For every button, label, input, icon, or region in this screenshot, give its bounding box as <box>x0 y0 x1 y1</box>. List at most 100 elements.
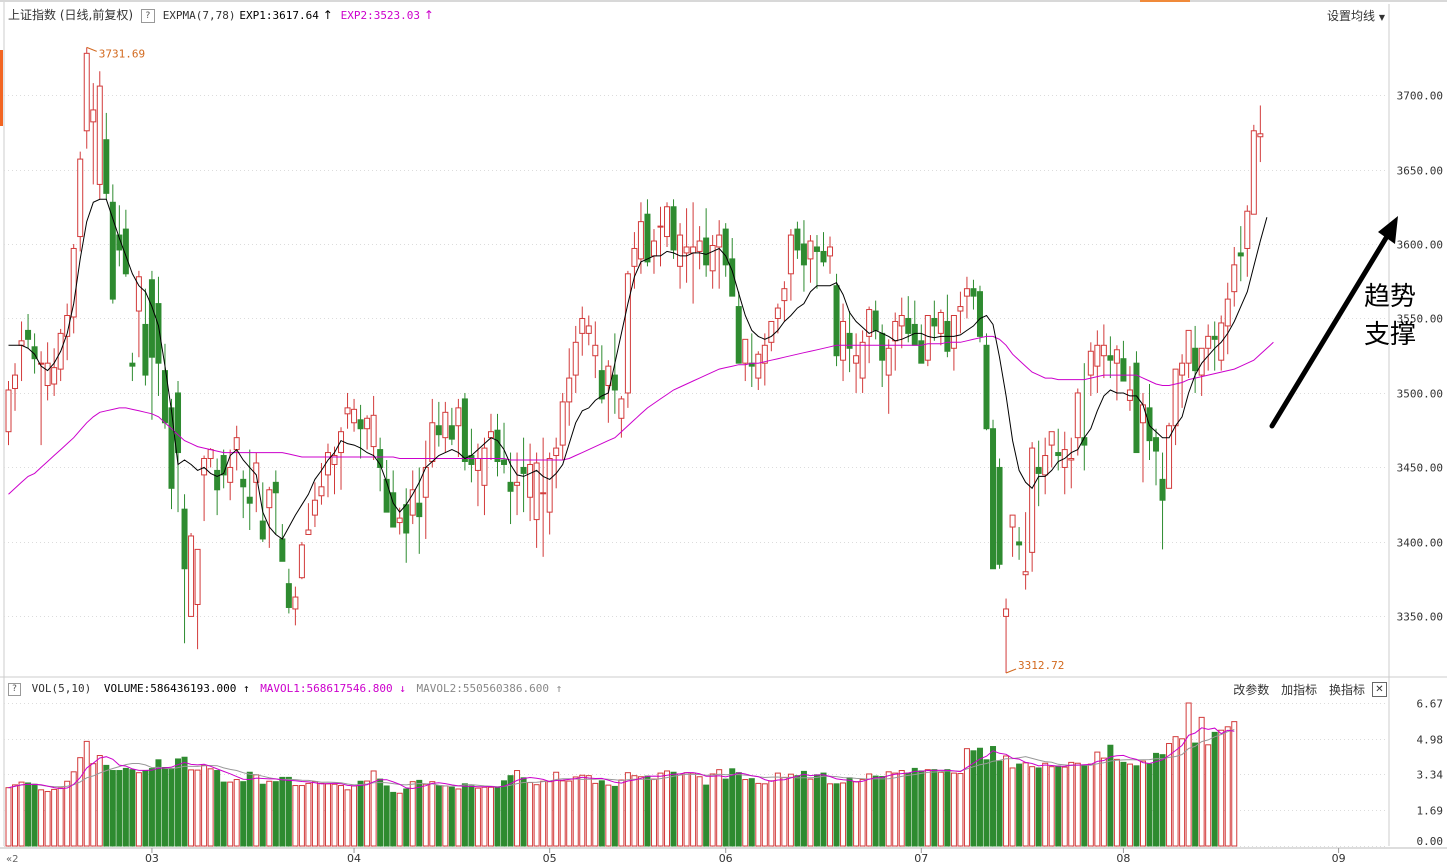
volume-bar <box>279 776 286 847</box>
candle-body <box>761 344 768 364</box>
candle-body <box>990 428 997 570</box>
candle-body <box>722 228 729 266</box>
volume-bar <box>637 776 644 847</box>
volume-bar <box>937 771 944 847</box>
candle-body <box>403 504 410 534</box>
volume-bar <box>644 775 651 847</box>
price-tick-label: 3500.00 <box>1397 388 1443 401</box>
add-indicator-button[interactable]: 加指标 <box>1281 683 1318 697</box>
volume-bar <box>611 785 618 847</box>
volume-bar <box>351 785 358 847</box>
volume-bar <box>722 778 729 847</box>
candle-body <box>1179 362 1186 376</box>
candle-body <box>1244 210 1251 249</box>
volume-bar <box>892 772 899 847</box>
candles <box>5 47 1264 674</box>
candle-body <box>1185 329 1192 364</box>
exp1-up-arrow-icon: ↑ <box>322 8 333 22</box>
candle-body <box>976 291 983 337</box>
candle-body <box>1153 437 1160 452</box>
volume-bar <box>1061 766 1068 847</box>
price-tick-label: 3700.00 <box>1397 90 1443 103</box>
candle-body <box>664 206 671 238</box>
candle-body <box>142 323 149 376</box>
volume-bar <box>494 787 501 847</box>
x-tick-label: 08 <box>1116 852 1130 865</box>
candle-body <box>540 492 547 495</box>
candle-body <box>905 317 912 334</box>
candle-body <box>1035 466 1042 474</box>
candle-body <box>305 529 312 535</box>
volume-bar <box>331 783 338 847</box>
candle-body <box>729 258 736 297</box>
candle-body <box>442 411 449 439</box>
volume-bar <box>931 769 938 847</box>
candle-body <box>898 315 905 327</box>
candle-body <box>220 455 227 476</box>
volume-bar <box>298 785 305 847</box>
help-icon[interactable]: ? <box>140 8 155 23</box>
volume-bar <box>214 770 221 847</box>
volume-tick-label: 4.98 <box>1417 734 1444 747</box>
switch-indicator-button[interactable]: 换指标 <box>1328 683 1365 697</box>
candle-body <box>892 320 899 342</box>
active-tab-indicator[interactable] <box>1140 0 1190 2</box>
volume-bar <box>377 778 384 847</box>
candle-body <box>116 234 123 251</box>
candle-body <box>44 362 51 387</box>
nav-left-label[interactable]: «2 <box>6 854 18 865</box>
volume-bar <box>96 755 103 847</box>
exp2-up-arrow-icon: ↑ <box>423 8 434 22</box>
candle-body <box>70 247 77 318</box>
volume-bar <box>650 778 657 847</box>
volume-bar <box>1166 743 1173 847</box>
candle-body <box>1100 344 1107 357</box>
volume-bar <box>1022 762 1029 847</box>
volume-bar <box>103 764 110 847</box>
candle-body <box>1003 608 1010 617</box>
volume-bar <box>787 773 794 847</box>
volume-bar <box>1211 731 1218 847</box>
volume-tick-label: 3.34 <box>1417 769 1444 782</box>
candle-body <box>175 392 182 454</box>
volume-bar <box>246 771 253 847</box>
volume-bar <box>735 772 742 847</box>
candle-body <box>572 341 579 376</box>
chart-mode: (日线,前复权) <box>59 8 134 22</box>
candle-body <box>396 517 403 524</box>
volume-bar <box>148 768 155 847</box>
candle-body <box>435 425 442 436</box>
candle-body <box>364 417 371 430</box>
volume-help-icon[interactable]: ? <box>8 682 21 696</box>
x-tick-label: 09 <box>1332 852 1346 865</box>
volume-bar <box>435 785 442 847</box>
volume-bar <box>761 783 768 847</box>
volume-bar <box>77 757 84 847</box>
candle-body <box>1087 350 1094 376</box>
close-icon[interactable]: ✕ <box>1372 682 1387 697</box>
volume-bar <box>690 772 697 847</box>
candle-body <box>1120 358 1127 382</box>
set-ma-dropdown[interactable]: 设置均线 ▼ <box>1327 7 1385 24</box>
candle-body <box>5 389 12 433</box>
change-params-button[interactable]: 改参数 <box>1233 683 1270 697</box>
volume-bar <box>820 772 827 847</box>
candle-body <box>911 323 918 346</box>
price-tick-label: 3400.00 <box>1397 537 1443 550</box>
candle-body <box>546 458 553 513</box>
volume-value: VOLUME:586436193.000 <box>103 682 237 695</box>
volume-bar <box>507 775 514 847</box>
candle-body <box>1009 514 1016 528</box>
volume-toolbar: 改参数 加指标 换指标 <box>1225 681 1365 698</box>
candle-body <box>657 225 664 228</box>
candle-body <box>1068 458 1075 461</box>
volume-bar <box>807 778 814 847</box>
candle-body <box>357 419 364 430</box>
volume-bar <box>970 750 977 847</box>
volume-header: ? VOL(5,10) VOLUME:586436193.000 ↑ MAVOL… <box>8 682 562 698</box>
volume-bar <box>1224 726 1231 847</box>
volume-bar <box>631 775 638 847</box>
volume-bar <box>220 781 227 847</box>
volume-bars <box>5 702 1238 847</box>
